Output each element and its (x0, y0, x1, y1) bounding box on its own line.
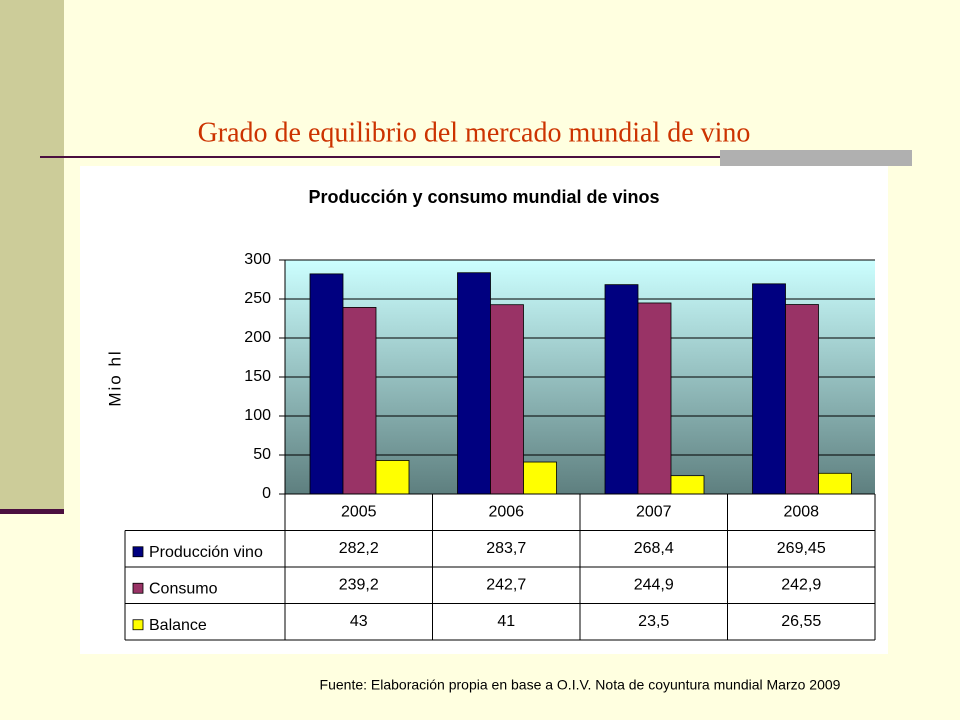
x-tick-label: 2008 (783, 503, 819, 520)
legend-swatch (132, 619, 144, 631)
legend-label: Producción vino (149, 544, 263, 561)
legend-label: Consumo (149, 580, 218, 597)
chart-layer: 0 50 100 150 200 250 300 2005 2006 2007 2008 Produc… (124, 251, 876, 641)
table-value: 269,45 (777, 540, 826, 557)
table-value: 239,2 (339, 576, 379, 593)
y-tick-label: 100 (244, 407, 271, 424)
table-value: 43 (350, 613, 368, 630)
table-value: 268,4 (634, 540, 674, 557)
bar (752, 283, 786, 495)
bar (309, 273, 344, 495)
table-value: 283,7 (486, 540, 526, 557)
table-value: 282,2 (339, 540, 379, 557)
table-value: 242,7 (486, 576, 526, 593)
side-strip-line (0, 509, 64, 514)
chart-title: Producción y consumo mundial de vinos (308, 187, 659, 207)
table-value: 26,55 (781, 613, 821, 630)
table-value: 242,9 (781, 576, 821, 593)
bar (785, 304, 819, 495)
x-tick-label: 2007 (636, 503, 672, 520)
table-value: 41 (497, 613, 515, 630)
bar (490, 304, 524, 495)
bar (523, 461, 557, 495)
bar (375, 460, 410, 495)
bar (457, 272, 491, 495)
side-strip (0, 0, 64, 510)
source-note: Fuente: Elaboración propia en base a O.I… (320, 677, 841, 693)
slide-title: Grado de equilibrio del mercado mundial … (198, 117, 751, 148)
title-accent (720, 150, 912, 166)
y-tick-label: 200 (244, 329, 271, 346)
bar (670, 475, 705, 495)
x-tick-label: 2006 (488, 503, 524, 520)
y-tick-label: 150 (244, 368, 271, 385)
table-value: 244,9 (634, 576, 674, 593)
table-value: 23,5 (638, 613, 669, 630)
legend-swatch (132, 546, 144, 558)
y-tick-label: 300 (244, 251, 271, 268)
y-tick-label: 0 (262, 485, 271, 502)
bar (342, 307, 377, 495)
bar (637, 302, 672, 495)
legend-swatch (132, 582, 144, 594)
x-tick-label: 2005 (341, 503, 377, 520)
bar (818, 472, 852, 495)
legend-label: Balance (149, 617, 207, 634)
bar (604, 284, 639, 495)
y-tick-label: 250 (244, 290, 271, 307)
title-rule (40, 156, 912, 158)
y-axis-label: Mio hl (105, 349, 124, 406)
y-tick-label: 50 (253, 446, 271, 463)
